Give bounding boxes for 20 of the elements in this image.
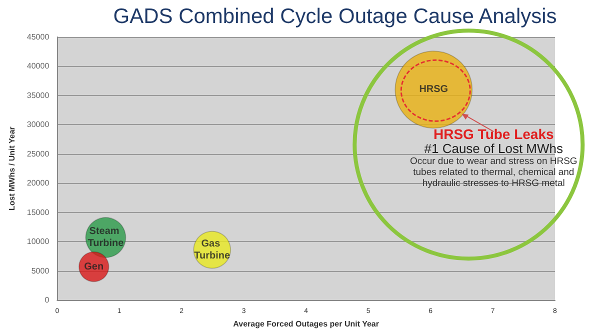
- series-label: Steam Turbine: [88, 226, 124, 250]
- y-tick-label: 35000: [26, 90, 50, 100]
- y-axis-title: Lost MWhs / Unit Year: [8, 126, 16, 210]
- annotation: #1 Cause of Lost MWhs: [423, 140, 564, 156]
- y-tick-label: 15000: [26, 208, 50, 217]
- series-label: Gen: [84, 261, 104, 272]
- annotation: Occur due to wear and stress on HRSG tubes related to thermal, chemical and hydraulic stresses to HRSG metal: [408, 156, 578, 189]
- y-tick-label: 20000: [26, 178, 50, 188]
- y-tick-label: 30000: [26, 120, 50, 130]
- series-label: HRSG: [419, 84, 448, 96]
- y-tick-label: 25000: [26, 149, 50, 158]
- y-tick-label: 0: [44, 296, 50, 305]
- y-tick-label: 5000: [31, 266, 50, 276]
- y-tick-label: 45000: [26, 32, 50, 42]
- y-tick-label: 10000: [26, 237, 50, 246]
- chart-title: GADS Combined Cycle Outage Cause Analysis: [113, 5, 557, 28]
- x-axis-title: Average Forced Outages per Unit Year: [233, 320, 379, 328]
- annotation: HRSG Tube Leaks: [432, 126, 555, 142]
- series-label: Gas Turbine: [194, 238, 230, 262]
- y-tick-label: 40000: [26, 62, 50, 71]
